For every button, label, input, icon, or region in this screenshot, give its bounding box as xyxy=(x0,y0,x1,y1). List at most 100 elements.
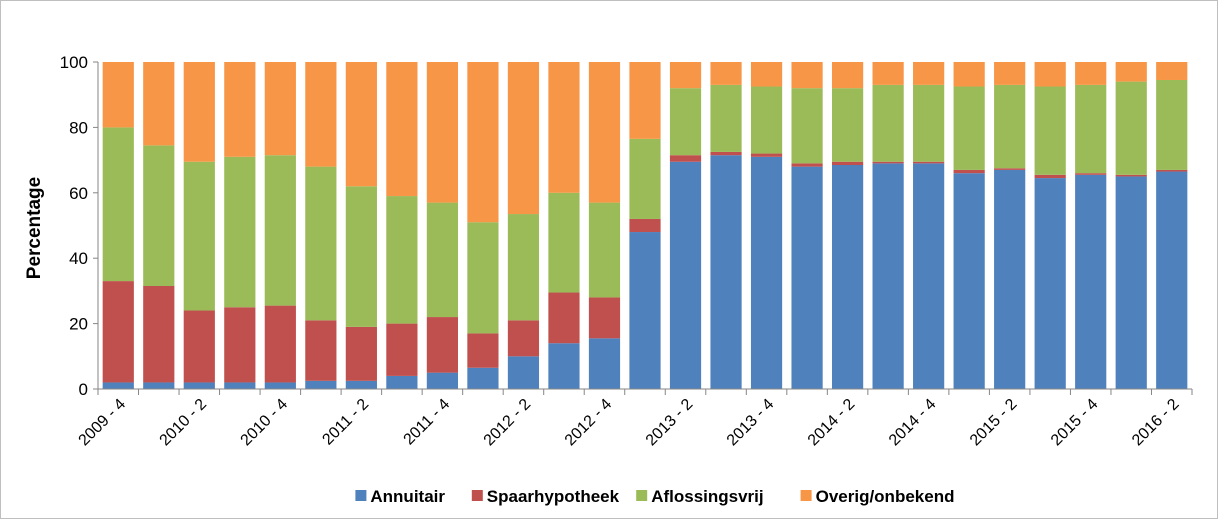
bar-segment xyxy=(102,382,134,389)
bar-segment xyxy=(669,161,702,389)
bar-segment xyxy=(1115,176,1147,389)
bar-segment xyxy=(507,62,540,215)
bar-segment xyxy=(183,310,215,383)
bar-segment xyxy=(750,156,783,389)
bar-segment xyxy=(426,62,459,203)
bar-segment xyxy=(994,84,1026,169)
bar-segment xyxy=(831,161,864,166)
bar-segment xyxy=(224,62,256,157)
bar-segment xyxy=(791,166,823,389)
bar-segment xyxy=(953,62,985,87)
bar-segment xyxy=(1034,62,1066,87)
bar-segment xyxy=(1075,62,1107,85)
bar-segment xyxy=(264,155,296,306)
bar-segment xyxy=(953,169,985,174)
bar-segment xyxy=(467,222,499,334)
bar-segment xyxy=(872,161,904,164)
bar-segment xyxy=(426,202,459,318)
legend-swatch xyxy=(355,490,367,501)
legend-swatch xyxy=(636,490,648,501)
bar-segment xyxy=(1115,62,1147,82)
bar-segment xyxy=(1075,173,1107,175)
bar-segment xyxy=(345,326,377,381)
bar-segment xyxy=(305,166,337,321)
bar-segment xyxy=(588,62,621,203)
bar-segment xyxy=(345,186,377,327)
bar-segment xyxy=(710,62,742,85)
bar-segment xyxy=(791,88,823,164)
bar-segment xyxy=(102,62,134,128)
legend-label: Annuitair xyxy=(370,487,445,506)
legend-swatch xyxy=(800,490,812,501)
bar-segment xyxy=(345,62,377,187)
bar-segment xyxy=(669,62,702,89)
bar-segment xyxy=(1034,174,1066,179)
y-tick-label: 100 xyxy=(60,53,88,72)
bar-segment xyxy=(1156,79,1188,170)
bar-segment xyxy=(831,62,864,89)
bar-segment xyxy=(669,88,702,156)
bar-segment xyxy=(994,169,1026,389)
bar-segment xyxy=(305,380,337,389)
y-axis-label: Percentage xyxy=(24,177,45,279)
bar-segment xyxy=(264,62,296,156)
bar-segment xyxy=(305,62,337,167)
bar-segment xyxy=(102,281,134,383)
bar-segment xyxy=(264,305,296,383)
bar-segment xyxy=(224,156,256,308)
bar-segment xyxy=(750,86,783,154)
bar-segment xyxy=(710,155,742,389)
bar-segment xyxy=(710,84,742,152)
bar-segment xyxy=(588,202,621,298)
bar-segment xyxy=(183,382,215,389)
legend-label: Spaarhypotheek xyxy=(487,487,620,506)
bar-segment xyxy=(953,86,985,170)
bar-segment xyxy=(994,168,1026,170)
bar-segment xyxy=(507,356,540,389)
bar-segment xyxy=(507,320,540,357)
bar-segment xyxy=(1075,174,1107,389)
bar-segment xyxy=(467,367,499,389)
bar-segment xyxy=(1034,178,1066,389)
bar-segment xyxy=(143,285,175,383)
y-tick-label: 20 xyxy=(69,315,88,334)
bar-segment xyxy=(913,84,945,162)
bar-segment xyxy=(386,62,418,197)
bar-segment xyxy=(750,62,783,87)
bar-segment xyxy=(345,380,377,389)
bar-segment xyxy=(224,382,256,389)
bar-segment xyxy=(1115,174,1147,177)
bar-segment xyxy=(629,62,661,139)
bar-segment xyxy=(913,163,945,389)
bar-segment xyxy=(872,163,904,389)
legend-label: Overig/onbekend xyxy=(816,487,955,506)
bar-segment xyxy=(1156,62,1188,80)
bar-segment xyxy=(426,372,459,389)
bar-segment xyxy=(831,88,864,162)
bar-segment xyxy=(669,155,702,162)
bar-segment xyxy=(791,62,823,89)
bar-segment xyxy=(548,62,580,193)
y-tick-label: 80 xyxy=(69,118,88,137)
bar-segment xyxy=(386,375,418,389)
bar-segment xyxy=(548,192,580,293)
bar-segment xyxy=(791,163,823,167)
bar-segment xyxy=(750,153,783,157)
bar-segment xyxy=(264,382,296,389)
y-tick-label: 0 xyxy=(79,380,88,399)
bar-segment xyxy=(953,173,985,389)
bar-segment xyxy=(467,62,499,223)
legend-swatch xyxy=(471,490,483,501)
bar-segment xyxy=(386,196,418,324)
bar-segment xyxy=(913,161,945,164)
bar-segment xyxy=(588,297,621,339)
bar-segment xyxy=(507,214,540,321)
bar-segment xyxy=(1034,86,1066,175)
bar-segment xyxy=(143,62,175,146)
bar-segment xyxy=(629,218,661,233)
bar-segment xyxy=(831,165,864,389)
bar-segment xyxy=(426,317,459,373)
bar-segment xyxy=(548,292,580,344)
